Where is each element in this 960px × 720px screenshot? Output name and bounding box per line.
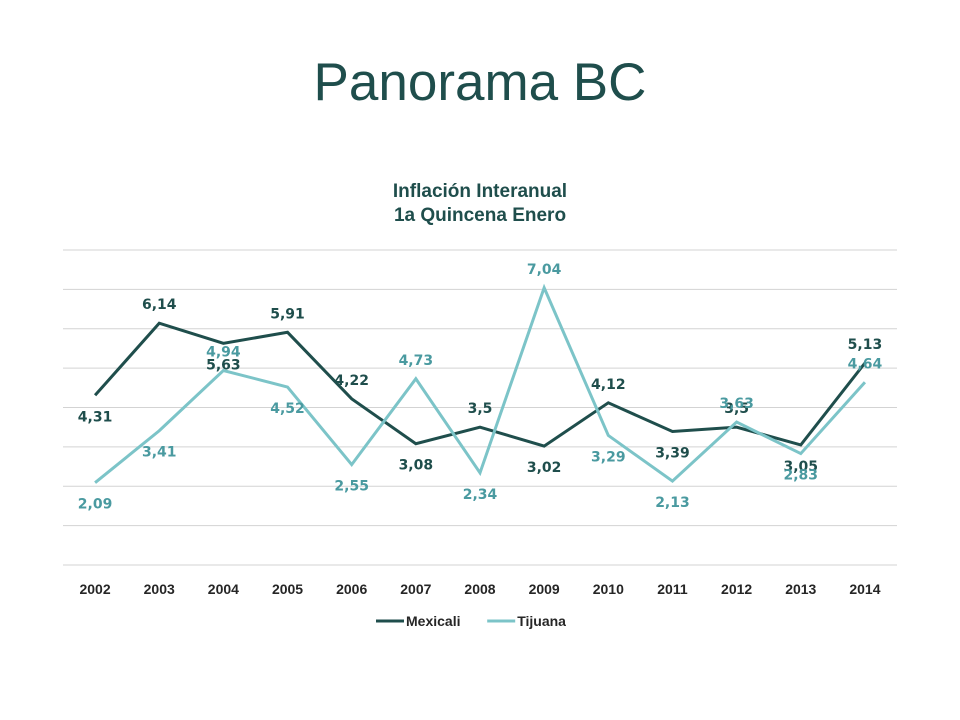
x-tick-label: 2008 — [464, 581, 495, 597]
data-label: 3,5 — [724, 401, 749, 417]
series-line-mexicali — [93, 321, 867, 448]
data-label: 5,13 — [848, 337, 883, 353]
data-label: 2,13 — [655, 495, 690, 511]
data-label: 5,91 — [270, 306, 305, 322]
data-label: 4,22 — [334, 373, 369, 389]
x-tick-label: 2011 — [657, 581, 688, 597]
data-label: 3,63 — [719, 396, 754, 412]
x-tick-label: 2003 — [144, 581, 175, 597]
data-label: 4,64 — [848, 356, 883, 372]
chart-subtitle: 1a Quincena Enero — [393, 205, 567, 226]
data-label: 3,08 — [399, 458, 434, 474]
chart-title-block: Inflación Interanual 1a Quincena Enero — [0, 180, 960, 228]
legend-label-tijuana: Tijuana — [517, 613, 566, 629]
x-tick-label: 2009 — [529, 581, 560, 597]
data-label: 2,09 — [78, 497, 113, 513]
data-label: 3,41 — [142, 445, 177, 461]
x-tick-label: 2005 — [272, 581, 303, 597]
data-label: 3,05 — [783, 459, 818, 475]
legend-label-mexicali: Mexicali — [406, 613, 460, 629]
data-label: 3,02 — [527, 460, 562, 476]
series-line-tijuana — [94, 283, 867, 484]
data-label: 3,5 — [468, 401, 493, 417]
chart-title: Inflación Interanual — [392, 181, 568, 202]
x-tick-label: 2004 — [208, 581, 239, 597]
x-tick-label: 2014 — [849, 581, 880, 597]
data-label: 2,83 — [783, 468, 818, 484]
page-title: Panorama BC — [313, 53, 647, 112]
x-tick-label: 2006 — [336, 581, 367, 597]
data-label: 6,14 — [142, 297, 177, 313]
data-label: 7,04 — [527, 262, 562, 278]
data-label: 3,29 — [591, 449, 626, 465]
x-tick-label: 2010 — [593, 581, 624, 597]
data-label: 4,31 — [78, 409, 113, 425]
data-label: 4,12 — [591, 377, 626, 393]
x-tick-label: 2002 — [79, 581, 110, 597]
data-label: 4,94 — [206, 344, 241, 360]
x-tick-label: 2007 — [400, 581, 431, 597]
data-label: 5,63 — [206, 357, 241, 373]
data-label: 2,55 — [334, 479, 369, 495]
x-tick-label: 2013 — [785, 581, 816, 597]
data-label: 4,52 — [270, 401, 305, 417]
x-tick-label: 2012 — [721, 581, 752, 597]
data-label: 4,73 — [399, 353, 434, 369]
data-label: 2,34 — [463, 487, 498, 503]
data-label: 3,39 — [655, 446, 690, 462]
